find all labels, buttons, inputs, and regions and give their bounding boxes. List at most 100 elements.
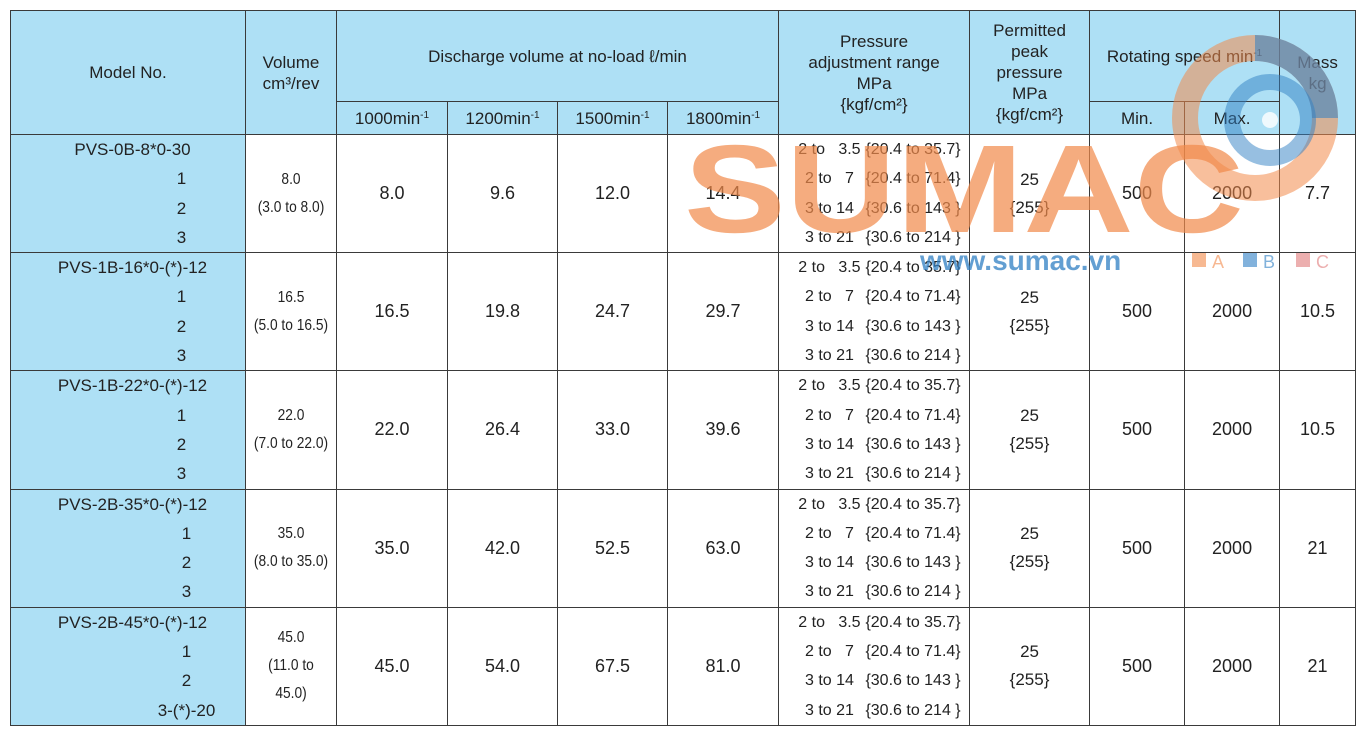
header-volume: Volume cm³/rev — [245, 10, 337, 135]
mass-cell: 10.5 — [1279, 252, 1357, 372]
discharge-cell: 12.0 — [557, 133, 668, 254]
pressure-range-line: 3 to 21 {30.6 to 214 } — [804, 701, 961, 719]
rotating-max-cell: 2000 — [1184, 606, 1281, 726]
model-variant: 3 — [176, 346, 187, 366]
discharge-cell: 24.7 — [557, 252, 668, 372]
pressure-range-line: 2 to 3.5 {20.4 to 35.7} — [798, 613, 961, 631]
mass-cell: 21 — [1279, 488, 1357, 608]
pressure-range-line: 3 to 14 {30.6 to 143 } — [804, 317, 961, 335]
discharge-cell: 14.4 — [666, 133, 780, 254]
peak-pressure-cell: 25 {255} — [969, 252, 1091, 372]
pressure-range-line: 3 to 21 {30.6 to 214 } — [804, 465, 961, 483]
table-header: Model No. Volume cm³/rev Discharge volume… — [10, 10, 1357, 135]
pressure-range-line: 2 to 3.5 {20.4 to 35.7} — [798, 259, 961, 277]
rotating-max-cell: 2000 — [1184, 252, 1281, 372]
rotating-min-cell: 500 — [1089, 488, 1186, 608]
rotating-min-cell: 500 — [1089, 606, 1186, 726]
model-variant: 1 — [181, 642, 192, 662]
rotating-max-cell: 2000 — [1184, 370, 1281, 490]
model-variant: 2 — [176, 434, 187, 454]
discharge-cell: 22.0 — [336, 370, 448, 490]
pressure-range-line: 2 to 7 {20.4 to 71.4} — [804, 406, 961, 424]
pressure-range-cell: 2 to 3.5 {20.4 to 35.7} 2 to 7 {20.4 to 71.… — [778, 606, 971, 726]
table-row: PVS-2B-45*0-(*)-12 1 2 3-(*)-20 45.0 (11.0 to… — [10, 606, 1357, 726]
table-row: PVS-2B-35*0-(*)-12 1 2 3 35.0 (8.0 to 35.0) 35… — [10, 488, 1357, 608]
header-rotating-min: Min. — [1089, 101, 1186, 135]
discharge-cell: 63.0 — [666, 488, 780, 608]
discharge-cell: 33.0 — [557, 370, 668, 490]
discharge-cell: 45.0 — [336, 606, 448, 726]
table-body: PVS-0B-8*0-30 1 2 3 8.0 (3.0 to 8.0) 8.0 9.6 12.… — [10, 133, 1357, 726]
pressure-range-line: 2 to 7 {20.4 to 71.4} — [804, 524, 961, 542]
pressure-range-line: 3 to 14 {30.6 to 143 } — [804, 435, 961, 453]
model-name: PVS-1B-16*0-(*)-12 — [57, 258, 208, 278]
discharge-cell: 8.0 — [336, 133, 448, 254]
discharge-cell: 19.8 — [447, 252, 558, 372]
pressure-range-cell: 2 to 3.5 {20.4 to 35.7} 2 to 7 {20.4 to 71.… — [778, 252, 971, 372]
model-name: PVS-2B-45*0-(*)-12 — [57, 612, 208, 632]
peak-pressure-cell: 25 {255} — [969, 488, 1091, 608]
model-name: PVS-1B-22*0-(*)-12 — [57, 376, 208, 396]
header-rpm-1000: 1000min-1 — [336, 101, 448, 135]
volume-cell: 16.5 (5.0 to 16.5) — [245, 252, 337, 372]
rotating-max-cell: 2000 — [1184, 488, 1281, 608]
mass-cell: 7.7 — [1279, 133, 1357, 254]
header-rpm-1500: 1500min-1 — [557, 101, 668, 135]
model-cell: PVS-1B-22*0-(*)-12 1 2 3 — [10, 370, 246, 490]
discharge-cell: 9.6 — [447, 133, 558, 254]
model-variant: 3 — [176, 464, 187, 484]
header-rotating-group: Rotating speed min-1 — [1089, 10, 1281, 102]
model-name: PVS-2B-35*0-(*)-12 — [57, 494, 208, 514]
pressure-range-line: 3 to 21 {30.6 to 214 } — [804, 583, 961, 601]
header-rpm-1200: 1200min-1 — [447, 101, 558, 135]
pressure-range-cell: 2 to 3.5 {20.4 to 35.7} 2 to 7 {20.4 to 71.… — [778, 133, 971, 254]
model-variant: 3 — [176, 227, 187, 247]
model-cell: PVS-2B-45*0-(*)-12 1 2 3-(*)-20 — [10, 606, 246, 726]
peak-pressure-cell: 25 {255} — [969, 606, 1091, 726]
discharge-cell: 42.0 — [447, 488, 558, 608]
discharge-cell: 26.4 — [447, 370, 558, 490]
pressure-range-line: 2 to 7 {20.4 to 71.4} — [804, 170, 961, 188]
header-peak: Permitted peak pressure MPa {kgf/cm²} — [969, 10, 1091, 135]
discharge-cell: 35.0 — [336, 488, 448, 608]
header-mass: Mass kg — [1279, 10, 1357, 135]
discharge-cell: 54.0 — [447, 606, 558, 726]
model-cell: PVS-0B-8*0-30 1 2 3 — [10, 133, 246, 254]
discharge-cell: 16.5 — [336, 252, 448, 372]
pressure-range-line: 3 to 21 {30.6 to 214 } — [804, 347, 961, 365]
header-pressure: Pressure adjustment range MPa {kgf/cm²} — [778, 10, 971, 135]
model-variant: 3 — [181, 582, 192, 602]
discharge-cell: 29.7 — [666, 252, 780, 372]
header-model: Model No. — [10, 10, 246, 135]
pressure-range-line: 3 to 21 {30.6 to 214 } — [804, 228, 961, 246]
peak-pressure-cell: 25 {255} — [969, 370, 1091, 490]
table-row: PVS-1B-16*0-(*)-12 1 2 3 16.5 (5.0 to 16.5) 16… — [10, 252, 1357, 372]
mass-cell: 21 — [1279, 606, 1357, 726]
model-variant: 2 — [176, 198, 187, 218]
discharge-cell: 52.5 — [557, 488, 668, 608]
model-cell: PVS-2B-35*0-(*)-12 1 2 3 — [10, 488, 246, 608]
pressure-range-line: 2 to 7 {20.4 to 71.4} — [804, 643, 961, 661]
volume-cell: 22.0 (7.0 to 22.0) — [245, 370, 337, 490]
model-variant: 1 — [176, 169, 187, 189]
volume-cell: 45.0 (11.0 to 45.0) — [245, 606, 337, 726]
mass-cell: 10.5 — [1279, 370, 1357, 490]
table-row: PVS-1B-22*0-(*)-12 1 2 3 22.0 (7.0 to 22.0) 22… — [10, 370, 1357, 490]
model-variant: 1 — [176, 287, 187, 307]
volume-cell: 8.0 (3.0 to 8.0) — [245, 133, 337, 254]
pressure-range-line: 3 to 14 {30.6 to 143 } — [804, 199, 961, 217]
pressure-range-cell: 2 to 3.5 {20.4 to 35.7} 2 to 7 {20.4 to 71.… — [778, 370, 971, 490]
header-rotating-max: Max. — [1184, 101, 1281, 135]
specification-table: Model No. Volume cm³/rev Discharge volume… — [10, 10, 1357, 726]
model-variant: 2 — [176, 316, 187, 336]
pressure-range-line: 2 to 3.5 {20.4 to 35.7} — [798, 495, 961, 513]
model-cell: PVS-1B-16*0-(*)-12 1 2 3 — [10, 252, 246, 372]
model-name: PVS-0B-8*0-30 — [74, 140, 191, 159]
model-variant: 2 — [181, 671, 192, 691]
model-variant: 2 — [181, 553, 192, 573]
pressure-range-line: 2 to 7 {20.4 to 71.4} — [804, 288, 961, 306]
table-row: PVS-0B-8*0-30 1 2 3 8.0 (3.0 to 8.0) 8.0 9.6 12.… — [10, 133, 1357, 254]
pressure-range-line: 2 to 3.5 {20.4 to 35.7} — [798, 377, 961, 395]
pressure-range-line: 2 to 3.5 {20.4 to 35.7} — [798, 141, 961, 158]
discharge-cell: 81.0 — [666, 606, 780, 726]
